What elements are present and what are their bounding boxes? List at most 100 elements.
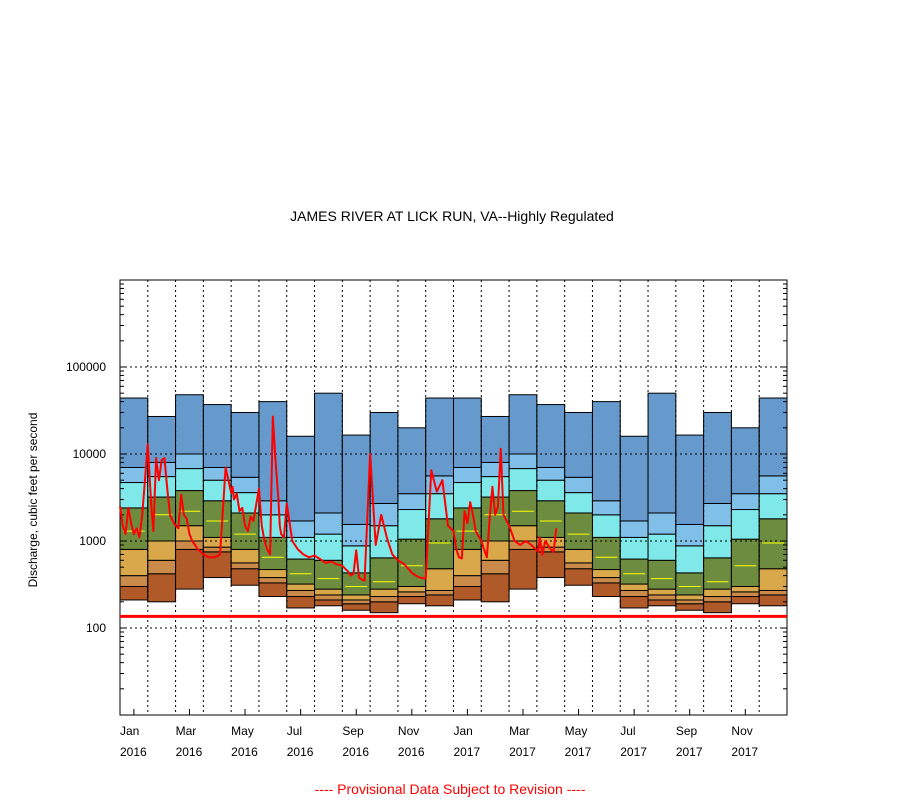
- percentile-band-feb-0: [480, 573, 510, 603]
- percentile-band-nov-2: [730, 585, 760, 593]
- x-tick-label-month: May: [231, 724, 254, 738]
- y-tick-label: 1000: [79, 534, 106, 548]
- percentile-band-feb-6: [480, 415, 510, 463]
- percentile-band-may-1: [564, 562, 593, 570]
- percentile-band-jul-5: [619, 520, 649, 538]
- percentile-band-jul-2: [286, 583, 316, 591]
- percentile-band-nov-5: [730, 493, 760, 511]
- percentile-band-jun-1: [258, 577, 288, 584]
- percentile-band-mar-6: [508, 394, 538, 455]
- percentile-band-jul-0: [286, 596, 316, 609]
- percentile-band-aug-5: [647, 512, 677, 535]
- percentile-band-feb-2: [147, 540, 177, 561]
- percentile-band-dec-3: [758, 518, 788, 570]
- percentile-band-sep-1: [341, 599, 371, 605]
- percentile-band-may-6: [230, 411, 260, 478]
- percentile-band-sep-5: [675, 523, 705, 547]
- x-tick-label-year: 2017: [565, 745, 592, 759]
- percentile-band-dec-6: [758, 397, 788, 477]
- percentile-band-feb-6: [147, 415, 177, 463]
- x-tick-label-year: 2016: [120, 745, 147, 759]
- percentile-band-aug-5: [314, 512, 343, 535]
- percentile-band-sep-4: [675, 545, 705, 574]
- percentile-band-jan-4: [453, 482, 482, 509]
- x-tick-label-year: 2017: [676, 745, 703, 759]
- percentile-band-nov-0: [730, 596, 760, 605]
- percentile-band-aug-2: [647, 588, 677, 596]
- percentile-band-apr-3: [536, 500, 566, 538]
- x-tick-label-year: 2016: [287, 745, 314, 759]
- x-tick-label-month: Nov: [398, 724, 419, 738]
- percentile-band-aug-4: [314, 533, 343, 561]
- percentile-band-feb-1: [480, 559, 510, 575]
- x-tick-label-month: Mar: [176, 724, 197, 738]
- percentile-band-feb-4: [147, 476, 177, 498]
- x-tick-label-year: 2017: [620, 745, 647, 759]
- x-tick-label-year: 2017: [454, 745, 481, 759]
- percentile-band-aug-2: [314, 588, 343, 596]
- percentile-band-mar-4: [175, 468, 204, 492]
- percentile-band-oct-4: [703, 525, 732, 559]
- percentile-band-mar-0: [175, 548, 204, 590]
- x-tick-label-month: Nov: [731, 724, 752, 738]
- percentile-band-oct-3: [369, 557, 399, 590]
- percentile-band-apr-4: [536, 479, 566, 502]
- percentile-band-nov-1: [730, 591, 760, 598]
- percentile-band-jun-4: [591, 514, 621, 538]
- x-tick-label-month: Mar: [509, 724, 530, 738]
- percentile-band-may-1: [230, 562, 260, 570]
- percentile-band-jul-3: [619, 558, 649, 585]
- percentile-band-nov-5: [397, 493, 427, 511]
- percentile-band-oct-6: [703, 411, 732, 504]
- percentile-band-jun-0: [591, 582, 621, 598]
- percentile-band-jan-5: [119, 466, 149, 484]
- percentile-band-jul-2: [619, 583, 649, 591]
- percentile-band-jun-6: [591, 401, 621, 502]
- percentile-band-feb-4: [480, 476, 510, 498]
- percentile-band-jul-3: [286, 558, 316, 585]
- percentile-band-may-0: [230, 568, 260, 586]
- percentile-band-jan-1: [453, 575, 482, 587]
- percentile-band-apr-3: [202, 500, 232, 538]
- percentile-band-jun-3: [258, 536, 288, 571]
- percentile-band-may-5: [564, 476, 593, 494]
- percentile-band-oct-1: [369, 596, 399, 603]
- percentile-band-sep-3: [675, 572, 705, 596]
- percentile-band-may-2: [230, 548, 260, 564]
- provisional-footer: ---- Provisional Data Subject to Revisio…: [315, 781, 586, 797]
- x-tick-label-year: 2016: [176, 745, 203, 759]
- x-tick-label-year: 2016: [398, 745, 425, 759]
- percentile-band-aug-1: [314, 594, 343, 601]
- percentile-band-jun-5: [591, 500, 621, 516]
- percentile-band-jul-1: [619, 589, 649, 598]
- y-tick-label: 100: [86, 621, 106, 635]
- percentile-band-feb-5: [480, 461, 510, 478]
- percentile-band-may-0: [564, 568, 593, 586]
- percentile-band-apr-4: [202, 479, 232, 502]
- percentile-band-jul-4: [619, 536, 649, 560]
- x-tick-label-month: Sep: [676, 724, 698, 738]
- percentile-band-apr-1: [202, 546, 232, 553]
- percentile-band-may-4: [564, 492, 593, 514]
- percentile-band-jan-3: [453, 507, 482, 550]
- percentile-band-may-6: [564, 411, 593, 478]
- percentile-band-nov-3: [730, 538, 760, 587]
- percentile-band-may-5: [230, 476, 260, 494]
- percentile-band-aug-4: [647, 533, 677, 561]
- percentile-band-sep-6: [675, 434, 705, 525]
- percentile-band-dec-5: [758, 475, 788, 495]
- x-tick-label-year: 2017: [509, 745, 536, 759]
- percentile-band-oct-0: [703, 601, 732, 614]
- percentile-band-dec-4: [758, 493, 788, 520]
- percentile-band-nov-6: [397, 427, 427, 495]
- percentile-band-apr-2: [202, 536, 232, 548]
- percentile-band-oct-2: [369, 588, 399, 598]
- x-tick-label-month: Jan: [454, 724, 473, 738]
- percentile-band-oct-6: [369, 411, 399, 504]
- percentile-band-dec-0: [425, 594, 455, 607]
- percentile-band-apr-5: [536, 466, 566, 481]
- percentile-band-nov-4: [397, 509, 427, 540]
- percentile-band-aug-1: [647, 594, 677, 601]
- percentile-band-aug-6: [314, 392, 343, 514]
- daily-discharge-line: [119, 415, 558, 582]
